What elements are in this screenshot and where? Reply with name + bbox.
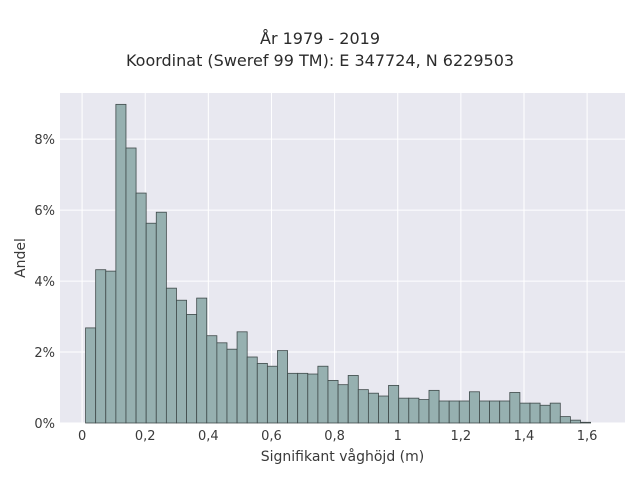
histogram-bar — [549, 402, 561, 424]
x-tick-label: 1,6 — [577, 429, 598, 444]
histogram-bar — [539, 404, 551, 424]
histogram-bar — [186, 314, 198, 424]
histogram-bar — [236, 331, 248, 424]
histogram-bar — [347, 375, 359, 424]
x-tick-label: 0,8 — [324, 429, 345, 444]
histogram-bar — [256, 362, 268, 424]
histogram-bar — [569, 419, 581, 424]
histogram-bar — [95, 269, 107, 424]
x-tick-label: 1,4 — [514, 429, 535, 444]
histogram-bar — [479, 400, 490, 424]
histogram-bar — [165, 287, 177, 424]
x-tick-label: 0,4 — [198, 429, 219, 444]
y-tick-label: 0% — [34, 417, 55, 432]
histogram-bar — [448, 400, 460, 424]
histogram-bar — [287, 372, 299, 424]
histogram-bar — [509, 392, 521, 424]
histogram-bar — [125, 147, 137, 424]
histogram-bar — [327, 380, 339, 424]
histogram-bar — [357, 389, 369, 424]
histogram-bar — [398, 397, 410, 424]
x-axis-label: Signifikant våghöjd (m) — [261, 448, 424, 465]
histogram-bar — [519, 402, 531, 424]
chart-subtitle: Koordinat (Sweref 99 TM): E 347724, N 62… — [125, 51, 515, 70]
y-tick-label: 2% — [34, 346, 55, 361]
x-tick-label: 0,2 — [135, 429, 156, 444]
histogram-bar — [145, 222, 157, 424]
x-tick-label: 0 — [78, 429, 86, 444]
x-tick-label: 1 — [394, 429, 402, 444]
y-tick-label: 6% — [34, 204, 55, 219]
histogram-bar — [155, 211, 167, 424]
histogram-bar — [438, 400, 450, 424]
histogram-bar — [418, 399, 430, 424]
y-tick-label: 8% — [34, 133, 55, 148]
x-tick-label: 1,2 — [451, 429, 472, 444]
histogram-bar — [367, 392, 379, 424]
chart-title: År 1979 - 2019 — [260, 29, 380, 48]
histogram-bar — [196, 297, 208, 424]
histogram-bar — [468, 391, 480, 424]
histogram-bar — [529, 402, 541, 424]
histogram-bar — [246, 356, 258, 424]
y-tick-label: 4% — [34, 275, 55, 290]
histogram-bar — [378, 395, 389, 424]
histogram-bar — [176, 299, 187, 424]
histogram-bar — [559, 416, 571, 424]
histogram-bar — [580, 421, 591, 424]
histogram-bar — [297, 372, 309, 424]
histogram-bar — [428, 389, 440, 424]
x-tick-label: 0,6 — [261, 429, 282, 444]
histogram-bar — [266, 365, 278, 424]
histogram-bar — [317, 365, 329, 424]
y-axis-label: Andel — [13, 238, 29, 278]
histogram-bar — [277, 350, 288, 424]
histogram-bar — [499, 400, 511, 424]
histogram-bar — [337, 384, 349, 424]
histogram-bar — [135, 192, 147, 424]
histogram-bar — [388, 384, 400, 424]
histogram-bar — [105, 270, 117, 424]
histogram-bar — [458, 400, 470, 424]
histogram-bar — [85, 327, 97, 424]
histogram-bar — [489, 400, 501, 424]
histogram-bar — [408, 397, 420, 424]
histogram-bar — [206, 335, 218, 424]
histogram-bar — [226, 348, 238, 424]
histogram-bar — [216, 342, 228, 424]
histogram-bar — [307, 373, 319, 424]
histogram-bar — [115, 103, 127, 424]
